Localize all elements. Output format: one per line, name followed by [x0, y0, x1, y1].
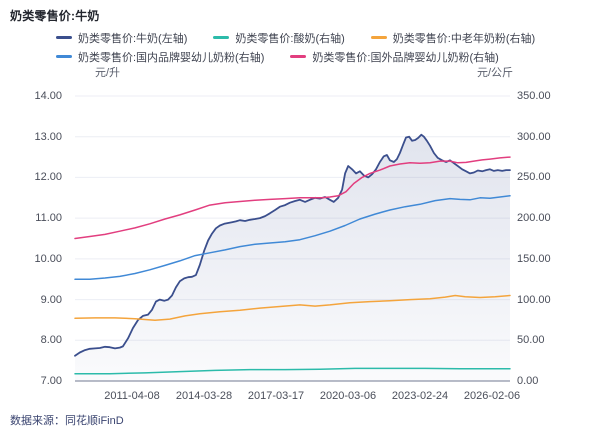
left-axis-tick: 7.00	[40, 375, 62, 387]
legend-row-0: 奶类零售价:牛奶(左轴) 奶类零售价:酸奶(右轴) 奶类零售价:中老年奶粉(右轴)	[56, 28, 561, 47]
right-axis-tick: 50.00	[517, 334, 545, 347]
left-axis-tick: 14.00	[34, 90, 62, 102]
x-axis-tick: 2014-03-28	[175, 390, 233, 402]
left-axis-tick: 12.00	[34, 171, 62, 184]
legend-dash-icon	[290, 55, 307, 58]
data-source-note: 数据来源：同花顺iFinD	[10, 415, 124, 427]
series-line-2	[74, 294, 511, 322]
x-axis-tick: 2026-02-06	[463, 390, 521, 402]
right-axis-tick: 350.00	[517, 90, 551, 102]
legend-dash-icon	[213, 36, 230, 39]
x-axis-tick: 2023-02-24	[391, 390, 449, 402]
right-axis-tick: 200.00	[517, 212, 551, 225]
left-axis-tick: 8.00	[40, 334, 62, 347]
right-axis-tick: 300.00	[517, 130, 551, 143]
series-line-0	[74, 133, 511, 357]
series-line-4	[74, 156, 511, 240]
legend-item-0[interactable]: 奶类零售价:牛奶(左轴)	[56, 30, 187, 46]
legend-item-4[interactable]: 奶类零售价:国外品牌婴幼儿奶粉(右轴)	[290, 49, 499, 65]
right-axis-tick: 150.00	[517, 252, 551, 265]
left-axis-tick: 11.00	[35, 212, 62, 225]
series-area-0	[75, 134, 510, 381]
series-line-3	[74, 195, 511, 280]
chart-title: 奶类零售价:牛奶	[10, 9, 100, 23]
x-axis-tick: 2011-04-08	[104, 390, 160, 402]
legend-dash-icon	[56, 36, 72, 39]
legend-label: 奶类零售价:牛奶(左轴)	[78, 32, 188, 45]
x-axis-tick: 2017-03-17	[247, 390, 305, 402]
legend-label: 奶类零售价:酸奶(右轴)	[235, 32, 345, 45]
legend-dash-icon	[56, 55, 72, 58]
series-line-1	[74, 367, 511, 375]
left-axis-tick: 13.00	[34, 130, 62, 143]
legend: 奶类零售价:牛奶(左轴) 奶类零售价:酸奶(右轴) 奶类零售价:中老年奶粉(右轴) 奶…	[56, 28, 561, 66]
legend-item-1[interactable]: 奶类零售价:酸奶(右轴)	[213, 30, 345, 46]
x-axis-tick: 2020-03-06	[319, 390, 377, 402]
legend-label: 奶类零售价:国内品牌婴幼儿奶粉(右轴)	[78, 51, 265, 64]
legend-label: 奶类零售价:国外品牌婴幼儿奶粉(右轴)	[312, 51, 499, 64]
right-axis-tick: 0.00	[517, 375, 539, 387]
left-axis-tick: 9.00	[40, 293, 62, 306]
legend-dash-icon	[370, 36, 387, 39]
right-axis-unit: 元/公斤	[477, 67, 514, 79]
left-axis-unit: 元/升	[95, 67, 121, 79]
left-axis-tick: 10.00	[34, 252, 62, 265]
legend-row-1: 奶类零售价:国内品牌婴幼儿奶粉(右轴) 奶类零售价:国外品牌婴幼儿奶粉(右轴)	[56, 47, 561, 66]
legend-label: 奶类零售价:中老年奶粉(右轴)	[392, 32, 536, 45]
right-axis-tick: 100.00	[517, 293, 551, 306]
plot-area[interactable]	[74, 95, 511, 382]
right-axis-tick: 250.00	[517, 171, 551, 184]
legend-item-2[interactable]: 奶类零售价:中老年奶粉(右轴)	[370, 30, 536, 46]
legend-item-3[interactable]: 奶类零售价:国内品牌婴幼儿奶粉(右轴)	[56, 49, 264, 65]
